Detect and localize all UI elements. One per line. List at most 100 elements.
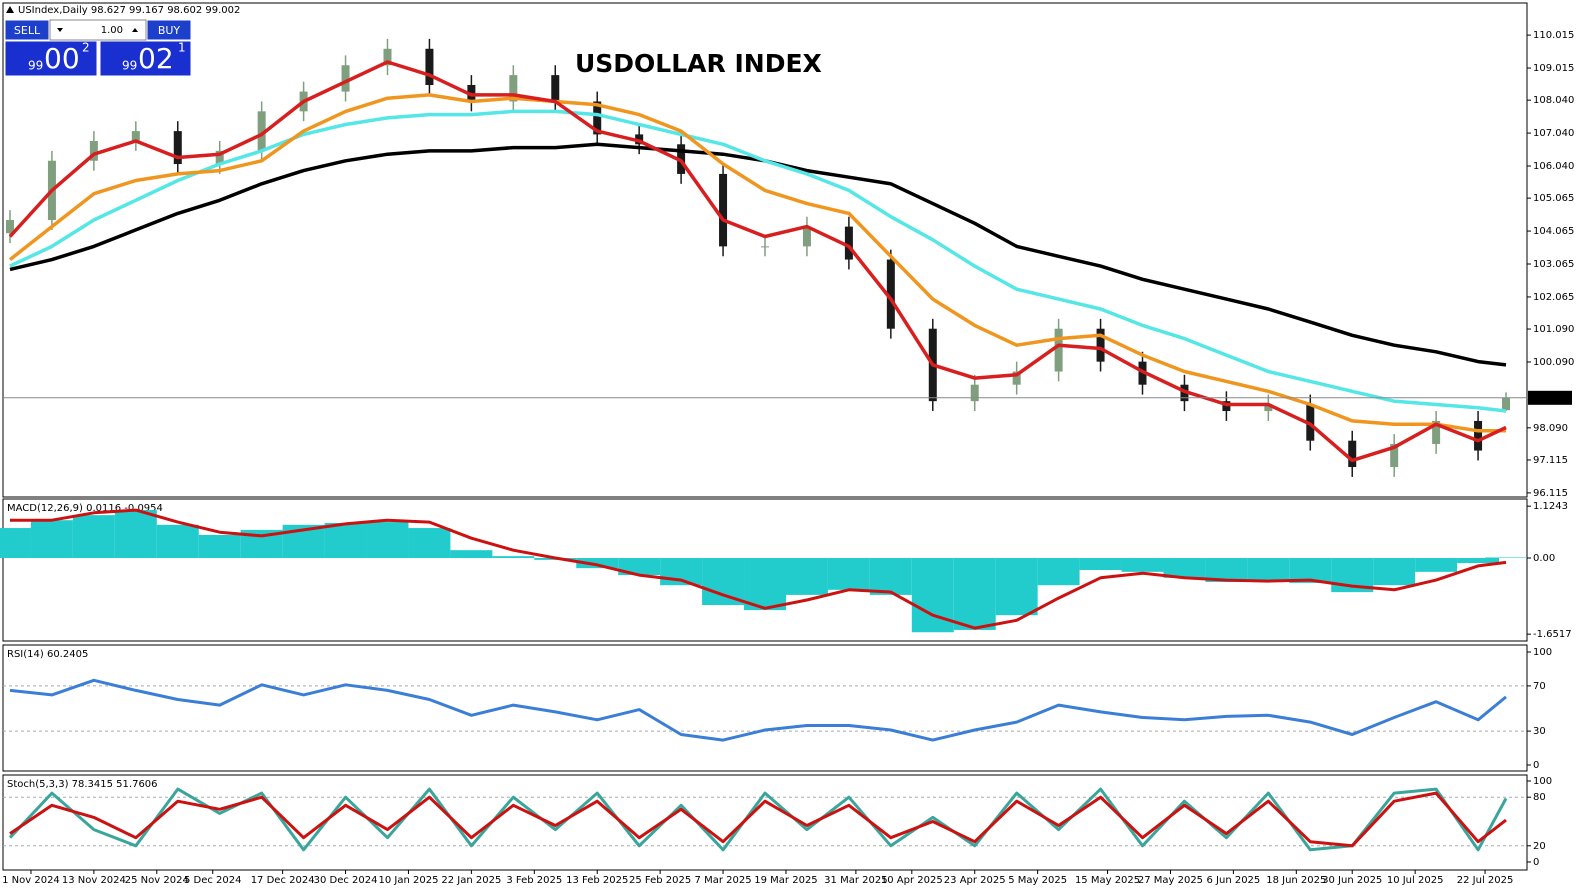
line [8, 787, 1508, 852]
candle-body [844, 226, 853, 260]
lot-down[interactable] [57, 28, 63, 32]
x-tick-label: 27 May 2025 [1138, 875, 1203, 886]
lot-field[interactable] [49, 19, 147, 41]
macd-bar [953, 558, 996, 630]
y-tick-label: 30 [1533, 726, 1546, 737]
buy-price-small[interactable]: 99 [122, 59, 137, 73]
x-tick-label: 19 Mar 2025 [754, 875, 817, 886]
y-tick-label: 1.1243 [1533, 501, 1568, 512]
macd-bar [408, 528, 451, 559]
macd-bar [1121, 558, 1164, 572]
macd-bar [1079, 558, 1122, 570]
y-tick-label: 20 [1533, 841, 1546, 852]
macd-bar [1247, 558, 1290, 581]
candle-body [886, 259, 895, 329]
y-tick-label: 70 [1533, 681, 1546, 692]
x-tick-label: 30 Dec 2024 [314, 875, 378, 886]
candle-body [215, 150, 224, 165]
macd-bar [702, 558, 745, 606]
lot-value[interactable]: 1.00 [101, 25, 123, 36]
candle-body [131, 131, 140, 141]
candle-body [761, 246, 769, 248]
candle-body [593, 101, 602, 135]
rsi-panel [2, 644, 1528, 772]
sell-price-sup[interactable]: 2 [82, 41, 90, 55]
candle-body [1096, 328, 1105, 362]
x-tick-label: 25 Feb 2025 [629, 875, 691, 886]
y-tick-label: -1.6517 [1533, 629, 1572, 640]
symbol-header: USIndex,Daily 98.627 99.167 98.602 99.00… [18, 5, 240, 16]
sell-button[interactable] [4, 19, 50, 41]
macd-panel [2, 498, 1528, 642]
candle-body [341, 65, 350, 92]
candle-body [719, 173, 728, 247]
macd-bar [0, 528, 31, 559]
macd-bar [450, 550, 493, 559]
x-tick-label: 25 Nov 2024 [125, 875, 189, 886]
y-tick-label: 101.090 [1533, 324, 1574, 335]
x-tick-label: 1 Nov 2024 [2, 875, 60, 886]
macd-bar [1163, 558, 1206, 578]
candle-body [509, 75, 518, 102]
macd-bar [30, 520, 73, 559]
candle-body [89, 140, 98, 161]
x-tick-label: 5 May 2025 [1008, 875, 1067, 886]
y-tick-label: 96.115 [1533, 488, 1568, 499]
y-tick-label: 100 [1533, 647, 1552, 658]
candle-body [1502, 397, 1511, 411]
line [8, 60, 1507, 463]
x-tick-label: 15 May 2025 [1075, 875, 1140, 886]
candle-body [5, 220, 14, 234]
macd-bar [114, 510, 157, 559]
candle-body [173, 131, 182, 165]
candle-body [551, 75, 560, 102]
x-tick-label: 30 Jun 2025 [1322, 875, 1382, 886]
stoch-panel [2, 774, 1528, 871]
x-tick-label: 3 Feb 2025 [506, 875, 562, 886]
y-tick-label: 102.065 [1533, 292, 1574, 303]
macd-bar [618, 558, 661, 576]
buy-price-sup[interactable]: 1 [178, 41, 186, 55]
y-tick-label: 100 [1533, 776, 1552, 787]
macd-bar [1205, 558, 1248, 582]
indicator-title: Stoch(5,3,3) 78.3415 51.7606 [7, 779, 158, 790]
y-tick-label: 0 [1533, 760, 1539, 771]
x-tick-label: 13 Nov 2024 [62, 875, 126, 886]
lot-up[interactable] [132, 28, 138, 32]
line [9, 791, 1507, 848]
candle-body [1348, 440, 1357, 468]
candle-body [1012, 371, 1021, 385]
candle-body [1054, 328, 1063, 372]
macd-bar [576, 558, 619, 569]
macd-bar [366, 522, 409, 559]
line [9, 109, 1507, 413]
buy-price-box[interactable] [99, 40, 192, 77]
indicator-title: RSI(14) 60.2405 [7, 649, 88, 660]
macd-bar [72, 515, 115, 559]
macd-bar [324, 522, 367, 559]
trade-panel: USIndex,Daily 98.627 99.167 98.602 99.00… [4, 5, 240, 77]
buy-price-big[interactable]: 02 [138, 42, 174, 75]
buy-button[interactable] [146, 19, 192, 41]
y-tick-label: 80 [1533, 792, 1546, 803]
x-tick-label: 23 Apr 2025 [944, 875, 1006, 886]
sell-price-big[interactable]: 00 [44, 42, 80, 75]
buy-label[interactable]: BUY [158, 24, 181, 37]
line [8, 93, 1506, 433]
y-tick-label: 0 [1533, 857, 1539, 868]
sell-price-small[interactable]: 99 [28, 59, 43, 73]
y-tick-label: 106.040 [1533, 161, 1574, 172]
sell-price-box[interactable] [4, 40, 98, 77]
x-tick-label: 10 Apr 2025 [881, 875, 943, 886]
y-tick-label: 108.040 [1533, 95, 1574, 106]
collapse-icon [6, 6, 14, 13]
macd-bar [1415, 558, 1458, 572]
x-tick-label: 10 Jan 2025 [378, 875, 438, 886]
x-tick-label: 22 Jan 2025 [441, 875, 501, 886]
sell-label[interactable]: SELL [14, 24, 41, 37]
macd-bar [827, 558, 870, 590]
line [10, 508, 1507, 630]
